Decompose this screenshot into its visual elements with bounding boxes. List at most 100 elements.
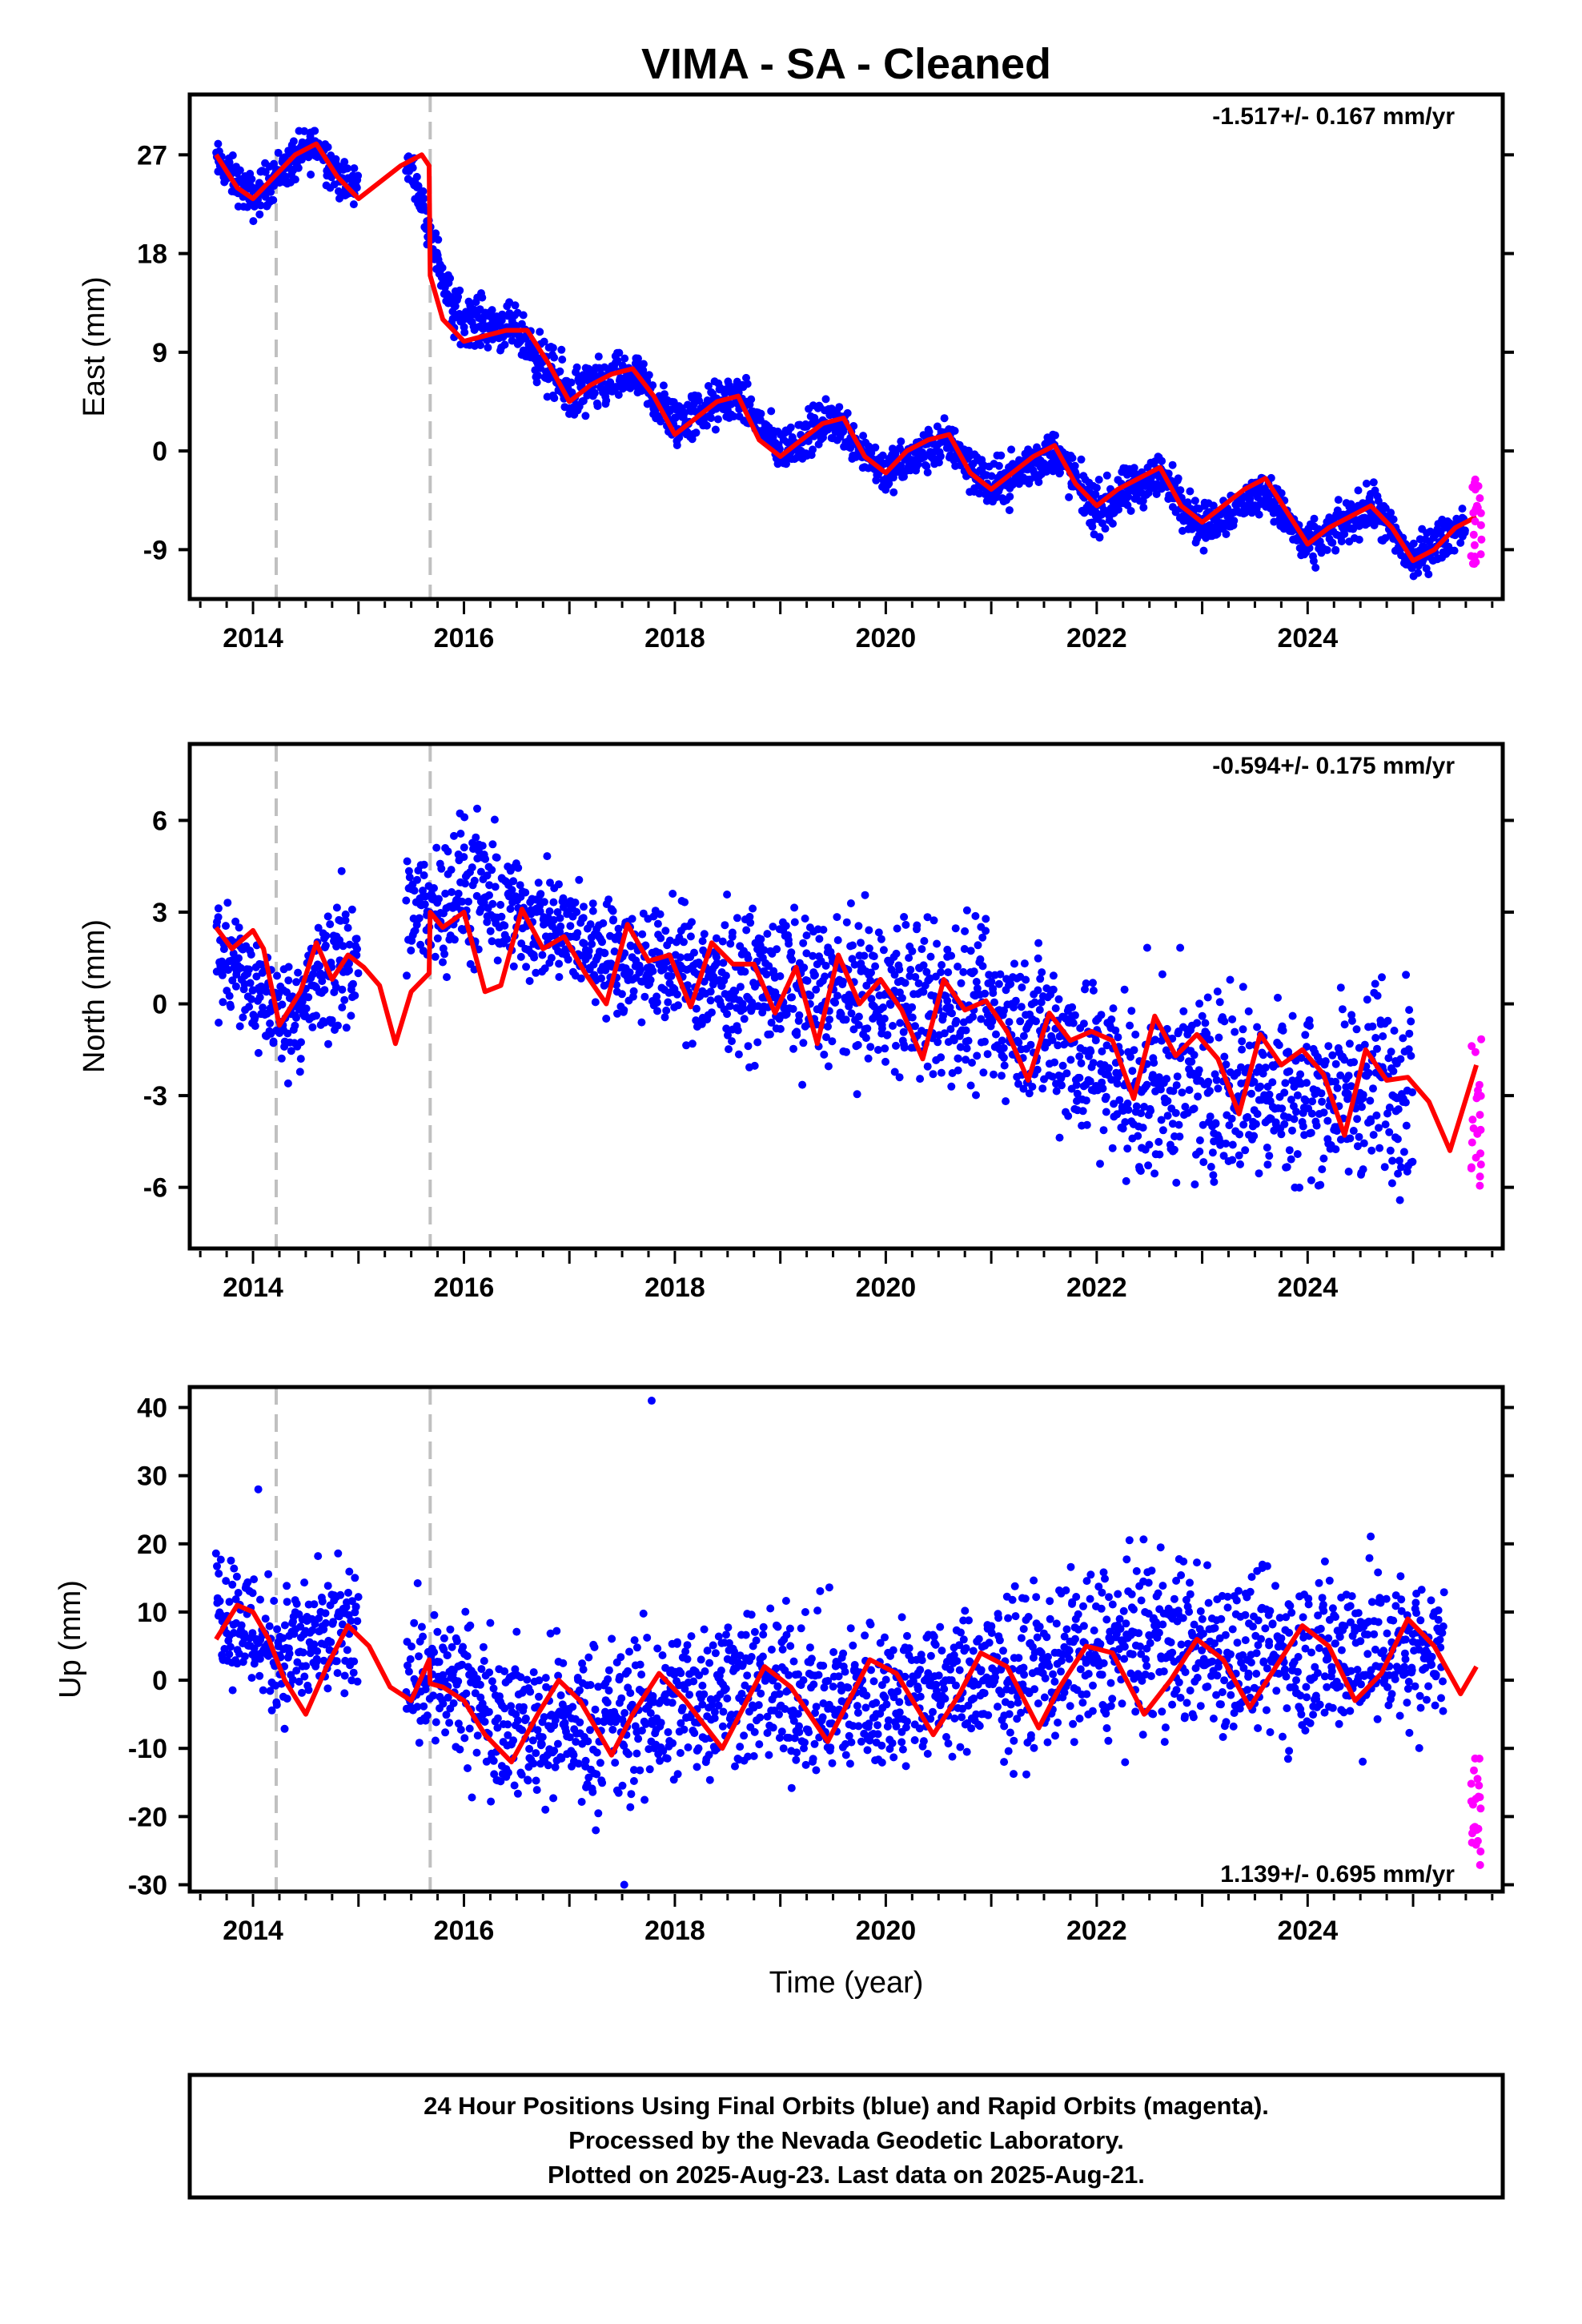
- up-final-orbit-point: [228, 1686, 237, 1695]
- east-final-orbit-point: [438, 263, 447, 272]
- north-final-orbit-point: [1122, 1176, 1130, 1185]
- up-final-orbit-point: [334, 1549, 343, 1558]
- north-final-orbit-point: [1253, 1110, 1262, 1118]
- north-final-orbit-point: [1331, 1059, 1340, 1068]
- north-final-orbit-point: [944, 968, 953, 977]
- north-final-orbit-point: [1390, 1027, 1399, 1035]
- north-final-orbit-point: [838, 977, 847, 986]
- north-final-orbit-point: [719, 959, 728, 967]
- north-final-orbit-point: [1176, 943, 1185, 952]
- up-final-orbit-point: [264, 1570, 273, 1578]
- east-final-orbit-point: [786, 423, 795, 432]
- north-final-orbit-point: [989, 989, 998, 997]
- up-final-orbit-point: [485, 1668, 494, 1677]
- east-final-orbit-point: [889, 488, 898, 497]
- north-final-orbit-point: [970, 967, 978, 976]
- north-final-orbit-point: [1149, 1071, 1157, 1080]
- north-final-orbit-point: [1054, 995, 1063, 1003]
- north-final-orbit-point: [992, 1030, 1000, 1039]
- east-final-orbit-point: [1355, 535, 1363, 544]
- north-final-orbit-point: [1297, 1054, 1306, 1062]
- east-final-orbit-point: [1354, 486, 1363, 495]
- east-final-orbit-point: [434, 235, 443, 244]
- east-final-orbit-point: [556, 367, 564, 376]
- east-final-orbit-point: [743, 380, 752, 388]
- north-final-orbit-point: [1299, 1122, 1307, 1131]
- up-final-orbit-point: [410, 1618, 419, 1627]
- north-final-orbit-point: [1020, 959, 1029, 968]
- east-final-orbit-point: [267, 187, 275, 196]
- east-final-orbit-point: [536, 328, 544, 336]
- north-final-orbit-point: [1308, 1097, 1317, 1106]
- north-y-tick-label: 6: [152, 806, 167, 836]
- north-final-orbit-point: [1172, 1178, 1181, 1187]
- north-final-orbit-point: [664, 998, 673, 1007]
- east-final-orbit-point: [721, 389, 729, 398]
- north-final-orbit-point: [724, 1031, 732, 1039]
- north-final-orbit-point: [1346, 1134, 1355, 1143]
- north-x-tick-label: 2020: [856, 1273, 917, 1303]
- north-final-orbit-point: [769, 923, 777, 931]
- north-final-orbit-point: [608, 907, 617, 915]
- north-final-orbit-point: [231, 982, 240, 991]
- north-final-orbit-point: [1359, 1139, 1368, 1148]
- east-rapid-orbit-point: [1476, 550, 1485, 559]
- north-final-orbit-point: [628, 915, 636, 923]
- north-final-orbit-point: [1155, 1150, 1164, 1159]
- north-final-orbit-point: [962, 1026, 970, 1035]
- up-final-orbit-point: [404, 1667, 413, 1676]
- north-final-orbit-point: [854, 922, 863, 931]
- east-final-orbit-point: [289, 137, 298, 146]
- north-final-orbit-point: [1253, 1023, 1262, 1031]
- north-final-orbit-point: [614, 924, 623, 933]
- north-final-orbit-point: [981, 1037, 989, 1046]
- north-final-orbit-point: [549, 915, 558, 924]
- north-final-orbit-point: [1082, 1096, 1090, 1105]
- north-final-orbit-point: [352, 935, 361, 943]
- north-final-orbit-point: [488, 899, 497, 908]
- north-final-orbit-point: [1407, 1017, 1415, 1026]
- north-final-orbit-point: [1250, 1132, 1259, 1140]
- east-final-orbit-point: [456, 286, 464, 295]
- north-final-orbit-point: [509, 877, 518, 886]
- east-final-orbit-point: [1007, 445, 1016, 454]
- up-final-orbit-point: [500, 1667, 509, 1675]
- north-final-orbit-point: [536, 907, 544, 916]
- up-final-orbit-point: [463, 1652, 472, 1660]
- east-final-orbit-point: [550, 353, 559, 362]
- north-final-orbit-point: [1062, 1069, 1071, 1078]
- north-final-orbit-point: [1355, 1132, 1363, 1141]
- north-final-orbit-point: [860, 951, 869, 960]
- north-final-orbit-point: [923, 913, 932, 922]
- north-final-orbit-point: [801, 915, 809, 923]
- north-final-orbit-point: [545, 907, 554, 915]
- north-final-orbit-point: [454, 889, 463, 898]
- north-final-orbit-point: [620, 1006, 628, 1015]
- east-final-orbit-point: [1389, 515, 1398, 524]
- north-final-orbit-point: [530, 953, 539, 962]
- north-final-orbit-point: [403, 971, 411, 980]
- up-final-orbit-point: [266, 1687, 275, 1695]
- north-final-orbit-point: [327, 1016, 336, 1024]
- up-final-orbit-point: [460, 1734, 469, 1743]
- north-final-orbit-point: [476, 905, 485, 913]
- north-final-orbit-point: [1170, 1145, 1178, 1154]
- north-final-orbit-point: [674, 1001, 682, 1010]
- east-final-orbit-point: [291, 175, 299, 184]
- east-final-orbit-point: [859, 432, 868, 440]
- up-final-orbit-point: [292, 1599, 301, 1608]
- north-final-orbit-point: [1292, 1108, 1300, 1116]
- east-x-tick-label: 2022: [1066, 623, 1127, 653]
- north-final-orbit-point: [483, 871, 492, 880]
- up-final-orbit-point: [267, 1706, 276, 1715]
- north-final-orbit-point: [833, 936, 842, 944]
- north-final-orbit-point: [1394, 1169, 1403, 1178]
- north-final-orbit-point: [338, 985, 347, 994]
- north-final-orbit-point: [488, 937, 496, 946]
- north-final-orbit-point: [790, 903, 799, 912]
- north-final-orbit-point: [430, 884, 438, 892]
- east-final-orbit-point: [897, 437, 905, 446]
- north-final-orbit-point: [874, 928, 883, 937]
- up-final-orbit-point: [526, 1687, 535, 1696]
- east-final-orbit-point: [1130, 464, 1138, 472]
